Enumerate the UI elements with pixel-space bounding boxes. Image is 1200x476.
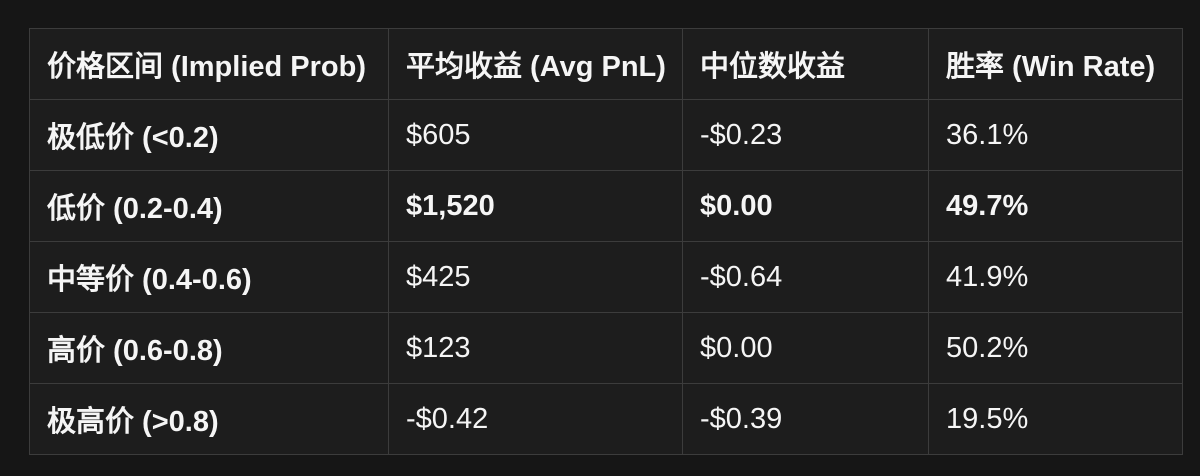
pnl-by-price-bucket-table: 价格区间 (Implied Prob) 平均收益 (Avg PnL) 中位数收益… [29,28,1183,455]
cell-median-pnl: -$0.64 [682,241,929,313]
cell-bucket: 低价 (0.2-0.4) [29,170,389,242]
cell-avg-pnl: -$0.42 [388,383,683,455]
table-row: 极高价 (>0.8) -$0.42 -$0.39 19.5% [29,383,1183,455]
header-win-rate: 胜率 (Win Rate) [928,28,1183,100]
cell-avg-pnl: $605 [388,99,683,171]
header-price-bucket: 价格区间 (Implied Prob) [29,28,389,100]
table-row: 极低价 (<0.2) $605 -$0.23 36.1% [29,99,1183,171]
cell-win-rate: 36.1% [928,99,1183,171]
header-row: 价格区间 (Implied Prob) 平均收益 (Avg PnL) 中位数收益… [29,28,1183,100]
cell-bucket: 高价 (0.6-0.8) [29,312,389,384]
cell-median-pnl: $0.00 [682,170,929,242]
cell-bucket: 中等价 (0.4-0.6) [29,241,389,313]
cell-avg-pnl: $123 [388,312,683,384]
header-median-pnl: 中位数收益 [682,28,929,100]
cell-median-pnl: -$0.39 [682,383,929,455]
pnl-by-price-bucket-table-container: 价格区间 (Implied Prob) 平均收益 (Avg PnL) 中位数收益… [29,28,1183,455]
cell-bucket: 极高价 (>0.8) [29,383,389,455]
cell-win-rate: 19.5% [928,383,1183,455]
table-header: 价格区间 (Implied Prob) 平均收益 (Avg PnL) 中位数收益… [29,28,1183,100]
table-body: 极低价 (<0.2) $605 -$0.23 36.1% 低价 (0.2-0.4… [29,99,1183,455]
cell-win-rate: 41.9% [928,241,1183,313]
table-row: 高价 (0.6-0.8) $123 $0.00 50.2% [29,312,1183,384]
cell-avg-pnl: $425 [388,241,683,313]
cell-median-pnl: $0.00 [682,312,929,384]
table-row: 中等价 (0.4-0.6) $425 -$0.64 41.9% [29,241,1183,313]
header-avg-pnl: 平均收益 (Avg PnL) [388,28,683,100]
table-row: 低价 (0.2-0.4) $1,520 $0.00 49.7% [29,170,1183,242]
cell-median-pnl: -$0.23 [682,99,929,171]
cell-win-rate: 49.7% [928,170,1183,242]
cell-bucket: 极低价 (<0.2) [29,99,389,171]
cell-avg-pnl: $1,520 [388,170,683,242]
cell-win-rate: 50.2% [928,312,1183,384]
